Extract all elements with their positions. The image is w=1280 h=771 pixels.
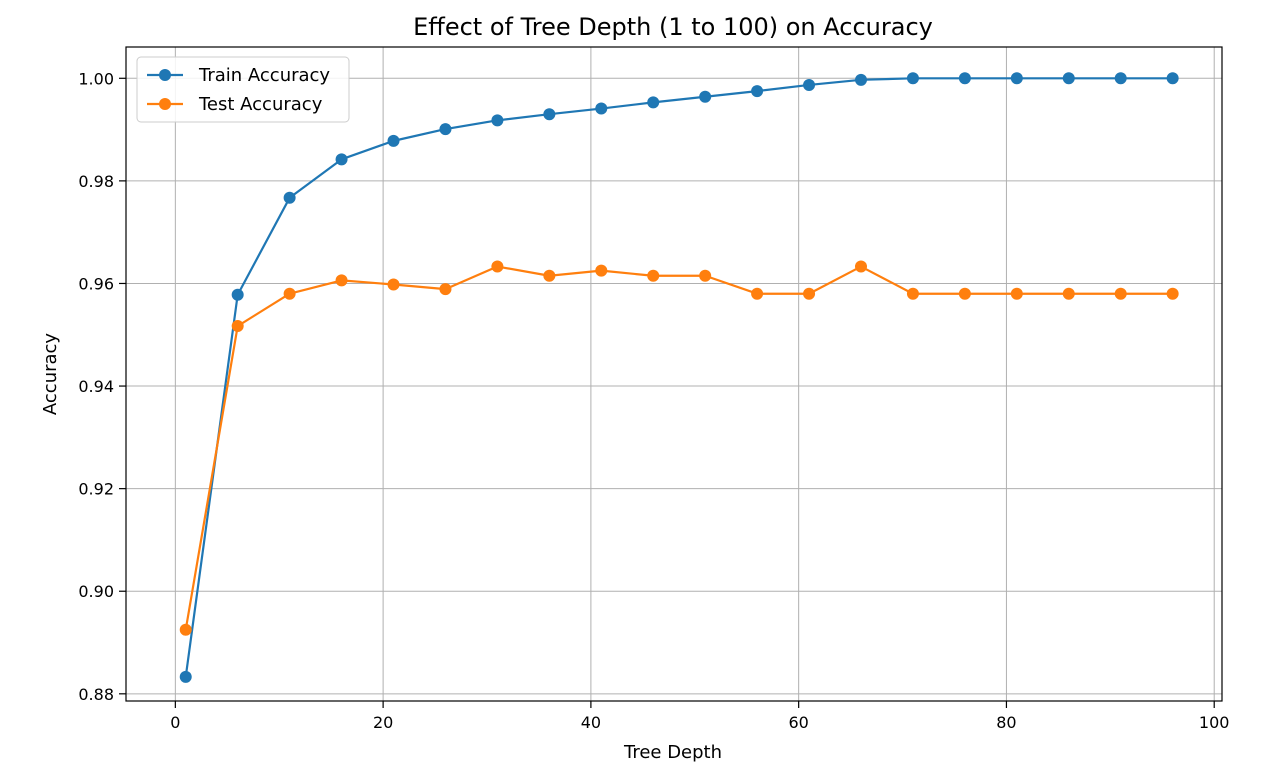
legend-label-0: Train Accuracy [198,65,330,86]
x-tick-label: 20 [373,713,393,732]
data-point-series-0 [231,288,244,301]
x-tick-label: 80 [996,713,1016,732]
x-tick-label: 100 [1199,713,1230,732]
data-point-series-1 [855,260,867,273]
data-point-series-0 [335,153,348,166]
legend: Train Accuracy Test Accuracy [136,56,350,123]
data-point-series-1 [231,320,244,333]
plot-frame [125,46,1223,702]
x-tick-label: 60 [788,713,808,732]
data-point-series-1 [803,287,816,300]
data-point-series-0 [855,73,867,86]
data-point-series-0 [491,114,504,127]
series-points [179,72,1179,683]
data-point-series-0 [595,102,608,115]
y-tick-label: 0.90 [78,582,114,601]
data-point-series-0 [647,96,660,109]
x-tick-label: 40 [581,713,601,732]
x-tick-label: 0 [170,713,180,732]
y-tick-label: 0.98 [78,172,114,191]
y-axis-ticks: 0.88 0.90 0.92 0.94 0.96 0.98 1.00 [78,69,126,704]
data-point-series-1 [647,269,660,282]
y-tick-label: 0.92 [78,480,114,499]
data-point-series-0 [958,72,971,85]
data-point-series-0 [1062,72,1075,85]
x-axis-ticks: 0 20 40 60 80 100 [170,701,1229,732]
data-point-series-1 [1114,287,1127,300]
legend-marker-1 [159,98,171,110]
data-point-series-1 [958,287,971,300]
legend-box [136,56,350,123]
data-point-series-1 [491,260,504,273]
data-point-series-1 [543,269,556,282]
grid [126,47,1222,701]
data-point-series-1 [283,287,296,300]
series-lines [184,77,1173,678]
series-line-1 [184,265,1173,630]
y-tick-label: 0.96 [78,274,114,293]
data-point-series-1 [1062,287,1075,300]
data-point-series-0 [803,78,816,91]
legend-label-1: Test Accuracy [198,94,323,115]
chart-title: Effect of Tree Depth (1 to 100) on Accur… [413,13,933,41]
data-point-series-0 [1166,72,1179,85]
data-point-series-0 [906,72,919,85]
data-point-series-1 [387,278,400,291]
data-point-series-1 [595,264,608,277]
series-line-0 [184,77,1173,678]
y-tick-label: 0.94 [78,377,114,396]
data-point-series-0 [751,85,764,98]
data-point-series-1 [699,269,712,282]
y-tick-label: 0.88 [78,685,114,704]
legend-marker-0 [159,69,171,81]
x-axis-label: Tree Depth [623,742,722,763]
data-point-series-0 [543,108,556,121]
data-point-series-1 [906,287,919,300]
data-point-series-0 [439,123,452,136]
data-point-series-0 [1010,72,1023,85]
data-point-series-0 [699,90,712,103]
data-point-series-1 [335,274,348,287]
y-tick-label: 1.00 [78,69,114,88]
data-point-series-1 [179,623,192,636]
data-point-series-0 [179,670,192,683]
data-point-series-1 [1166,287,1179,300]
data-point-series-0 [387,134,400,147]
y-axis-label: Accuracy [40,333,61,416]
data-point-series-1 [439,283,452,296]
data-point-series-0 [1114,72,1127,85]
data-point-series-1 [1010,287,1023,300]
data-point-series-0 [283,191,296,204]
data-point-series-1 [751,287,764,300]
